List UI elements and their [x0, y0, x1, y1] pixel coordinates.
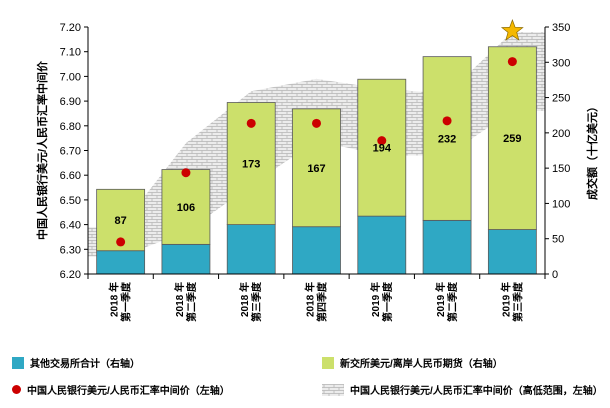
bar-sgx-futures	[487, 46, 537, 230]
left-tick-label: 7.00	[60, 71, 81, 83]
legend-item-pboc-range: 中国人民银行美元/人民币汇率中间价（高低范围，左轴）	[322, 382, 603, 397]
category-label: 2019 年第三季度	[499, 281, 524, 322]
category-label-quarter: 第三季度	[250, 281, 263, 322]
right-tick-label: 100	[552, 198, 570, 210]
legend-swatch	[12, 356, 24, 369]
left-tick-label: 7.20	[60, 22, 81, 34]
bar-data-label: 194	[373, 143, 392, 155]
bar-other-exchanges	[161, 243, 211, 275]
bar-other-exchanges	[96, 250, 146, 275]
category-label: 2018 年第二季度	[173, 281, 198, 322]
left-tick-label: 6.50	[60, 195, 81, 207]
category-label-year: 2018 年	[304, 282, 317, 317]
category-label-year: 2018 年	[173, 282, 186, 317]
left-tick-label: 6.80	[60, 121, 81, 133]
left-tick-label: 6.70	[60, 146, 81, 158]
right-axis-title-text: 成交额（十亿美元）	[585, 101, 599, 200]
right-tick-label: 200	[552, 128, 570, 140]
category-label-year: 2018 年	[238, 282, 251, 317]
right-tick-label: 150	[552, 163, 570, 175]
fixing-point	[442, 116, 452, 126]
category-label-quarter: 第一季度	[381, 281, 394, 322]
left-axis-title-text: 中国人民银行美元/人民币汇率中间价	[35, 60, 49, 240]
category-label-year: 2019 年	[434, 282, 447, 317]
left-tick-label: 6.30	[60, 244, 81, 256]
category-label-quarter: 第四季度	[316, 281, 329, 322]
fixing-point	[181, 168, 191, 178]
bar-other-exchanges	[487, 229, 537, 275]
right-tick-label: 50	[552, 234, 564, 246]
left-tick-label: 6.20	[60, 269, 81, 281]
legend-label: 中国人民银行美元/人民币汇率中间价（高低范围，左轴）	[350, 386, 603, 397]
right-tick-label: 250	[552, 93, 570, 105]
legend-item-pboc-fixing: 中国人民银行美元/人民币汇率中间价（左轴）	[12, 382, 230, 397]
bar-sgx-futures	[422, 56, 472, 221]
legend-label: 中国人民银行美元/人民币汇率中间价（左轴）	[27, 386, 230, 397]
left-tick-label: 6.60	[60, 170, 81, 182]
legend-label: 其他交易所合计（右轴）	[30, 359, 140, 370]
star-icon	[500, 18, 524, 41]
right-tick-label: 350	[552, 22, 570, 34]
legend-dot	[12, 385, 21, 394]
bar-sgx-futures	[357, 78, 407, 217]
category-label-quarter: 第二季度	[446, 281, 459, 322]
right-tick-label: 0	[552, 269, 558, 281]
fixing-point	[507, 57, 517, 67]
chart: 6.20 6.30 6.40 6.50 6.60 6.70 6.80 6.90 7.00 7.10…	[35, 18, 599, 322]
bar-data-label: 167	[307, 163, 325, 175]
left-axis-title: 中国人民银行美元/人民币汇率中间价	[35, 60, 49, 240]
bar-data-label: 232	[438, 134, 456, 146]
left-tick-label: 6.90	[60, 96, 81, 108]
legend-swatch	[322, 356, 334, 369]
legend-item-other-exchanges: 其他交易所合计（右轴）	[12, 355, 140, 370]
category-label-quarter: 第一季度	[120, 281, 133, 322]
category-label-year: 2018 年	[108, 282, 121, 317]
left-tick-label: 7.10	[60, 47, 81, 59]
legend-item-sgx-futures: 新交所美元/离岸人民币期货（右轴）	[322, 355, 503, 370]
category-label: 2019 年第一季度	[369, 281, 394, 322]
bar-data-label: 87	[115, 215, 127, 227]
fixing-point	[116, 237, 126, 247]
left-tick-label: 6.40	[60, 220, 81, 232]
category-label: 2018 年第四季度	[304, 281, 329, 322]
bar-other-exchanges	[357, 215, 407, 275]
legend: 其他交易所合计（右轴） 新交所美元/离岸人民币期货（右轴） 中国人民银行美元/人…	[0, 340, 610, 408]
bar-sgx-futures	[161, 169, 211, 245]
bar-data-label: 173	[242, 159, 260, 171]
category-label-quarter: 第三季度	[511, 281, 524, 322]
bar-data-label: 106	[177, 202, 195, 214]
category-label: 2018 年第三季度	[238, 281, 263, 322]
fixing-point	[312, 118, 321, 128]
category-label: 2018 年第一季度	[108, 281, 133, 322]
fixing-point	[246, 118, 256, 128]
legend-label: 新交所美元/离岸人民币期货（右轴）	[340, 359, 503, 370]
bar-other-exchanges	[422, 219, 472, 275]
right-tick-label: 300	[552, 57, 570, 69]
category-label-year: 2019 年	[499, 282, 512, 317]
category-label: 2019 年第二季度	[434, 281, 459, 322]
bar-other-exchanges	[226, 224, 276, 275]
bar-sgx-futures	[292, 108, 341, 228]
category-label-year: 2019 年	[369, 282, 382, 317]
legend-band-swatch	[322, 383, 344, 396]
bar-other-exchanges	[292, 226, 341, 275]
right-axis-title: 成交额（十亿美元）	[585, 101, 599, 200]
category-label-quarter: 第二季度	[185, 281, 198, 322]
fixing-point	[377, 136, 387, 146]
bar-data-label: 259	[503, 133, 521, 145]
